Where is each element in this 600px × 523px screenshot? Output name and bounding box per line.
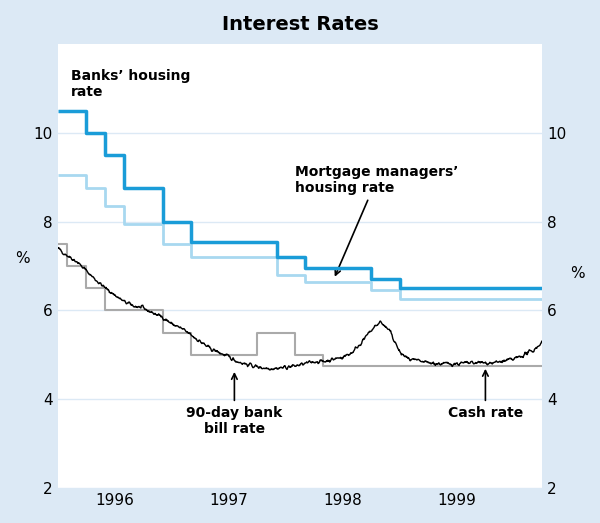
Text: 90-day bank
bill rate: 90-day bank bill rate xyxy=(186,374,283,436)
Y-axis label: %: % xyxy=(571,266,585,281)
Title: Interest Rates: Interest Rates xyxy=(221,15,379,34)
Text: Banks’ housing
rate: Banks’ housing rate xyxy=(71,69,191,99)
Text: Cash rate: Cash rate xyxy=(448,371,523,420)
Y-axis label: %: % xyxy=(15,251,29,266)
Text: Mortgage managers’
housing rate: Mortgage managers’ housing rate xyxy=(295,165,458,275)
